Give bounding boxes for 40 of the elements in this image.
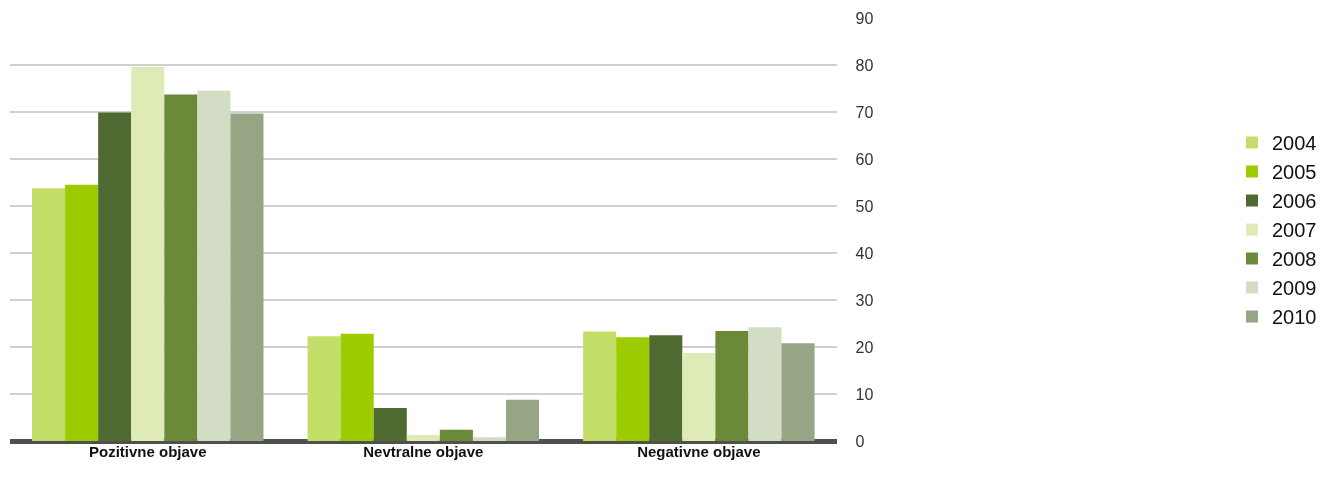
legend-label: 2004 [1271, 132, 1317, 155]
y-tick-label: 0 [855, 432, 865, 450]
bar [164, 94, 198, 441]
legend-label: 2006 [1271, 190, 1317, 213]
bar [781, 343, 815, 441]
y-tick-label: 60 [855, 150, 874, 168]
y-tick-label: 50 [855, 197, 874, 215]
legend-label: 2010 [1271, 306, 1317, 329]
bar [715, 331, 749, 441]
legend-label: 2008 [1271, 248, 1317, 271]
bar [65, 184, 99, 441]
bar [472, 437, 506, 441]
x-tick-label: Pozitivne objave [89, 443, 207, 460]
y-tick-label: 80 [855, 56, 874, 74]
legend-label: 2009 [1271, 277, 1317, 300]
bar [649, 335, 683, 441]
x-tick-label: Nevtralne objave [363, 443, 484, 460]
bar [307, 336, 341, 441]
bar [682, 353, 716, 441]
bar [616, 337, 650, 441]
y-tick-label: 40 [855, 244, 874, 262]
y-tick-label: 20 [855, 338, 874, 356]
y-tick-label: 90 [855, 9, 874, 27]
y-tick-label: 30 [855, 291, 874, 309]
bar [340, 333, 374, 441]
bar [373, 408, 407, 441]
bar [748, 327, 782, 441]
bar [505, 399, 540, 441]
bar [230, 113, 264, 441]
y-tick-label: 70 [855, 103, 874, 121]
bar [131, 66, 165, 441]
bar [98, 112, 132, 441]
bar [439, 429, 473, 441]
y-tick-label: 10 [855, 385, 874, 403]
bar [406, 434, 440, 441]
legend-label: 2005 [1271, 161, 1317, 184]
bar [583, 331, 617, 441]
bar [32, 188, 66, 441]
x-tick-label: Negativne objave [637, 443, 761, 460]
legend-label: 2007 [1271, 219, 1317, 242]
